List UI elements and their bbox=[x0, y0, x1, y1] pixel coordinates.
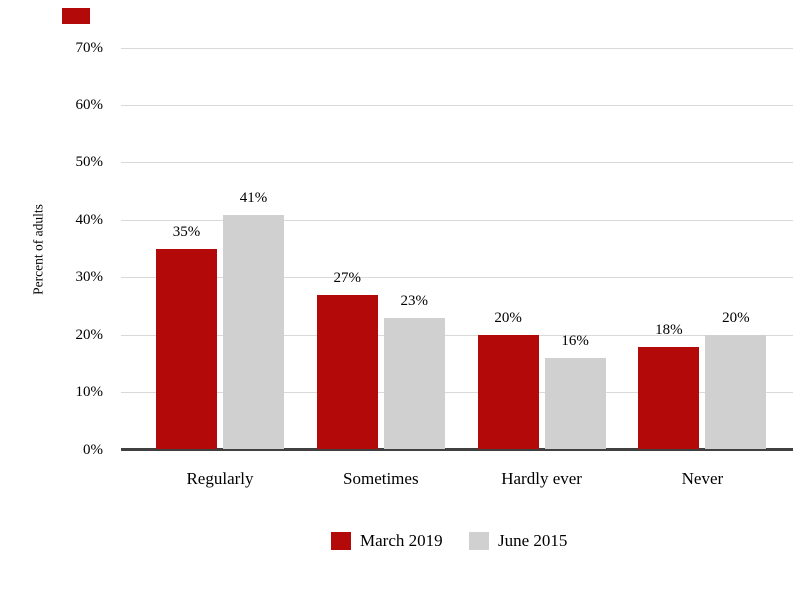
bar-march-2019 bbox=[316, 294, 378, 449]
gridline bbox=[121, 104, 793, 106]
legend-label: March 2019 bbox=[360, 531, 443, 550]
value-label: 18% bbox=[655, 321, 683, 338]
legend-label: June 2015 bbox=[498, 531, 568, 550]
bar-march-2019 bbox=[156, 249, 217, 449]
gridline bbox=[121, 219, 793, 221]
legend-item-march-2019: March 2019 bbox=[331, 532, 443, 550]
bar-june-2015 bbox=[383, 317, 445, 449]
value-label: 20% bbox=[722, 310, 750, 327]
brand-mark bbox=[62, 8, 90, 24]
y-tick-label: 20% bbox=[75, 326, 104, 343]
gridline bbox=[121, 277, 793, 279]
bar-june-2015 bbox=[223, 214, 284, 449]
gridline bbox=[121, 392, 793, 394]
y-tick-label: 50% bbox=[75, 154, 104, 171]
bar-june-2015 bbox=[544, 358, 606, 449]
x-tick-label: Sometimes bbox=[343, 469, 419, 488]
gridline bbox=[121, 162, 793, 164]
value-label: 27% bbox=[333, 269, 362, 286]
gridline bbox=[121, 47, 793, 49]
value-label: 16% bbox=[561, 333, 589, 350]
value-label: 35% bbox=[172, 224, 201, 240]
value-label: 20% bbox=[494, 310, 522, 327]
value-label: 41% bbox=[239, 189, 268, 206]
y-tick-label: 30% bbox=[75, 269, 104, 286]
value-label: 23% bbox=[400, 292, 429, 309]
gridline bbox=[121, 334, 793, 336]
y-tick-label: 10% bbox=[75, 384, 104, 401]
y-tick-label: 40% bbox=[75, 211, 104, 228]
bar-march-2019 bbox=[638, 346, 700, 449]
bar-march-2019 bbox=[477, 335, 539, 449]
x-axis-line bbox=[121, 448, 793, 451]
y-tick-label: 60% bbox=[75, 96, 104, 113]
y-tick-label: 70% bbox=[75, 39, 104, 56]
y-axis-title: Percent of adults bbox=[30, 204, 46, 295]
legend-swatch bbox=[469, 532, 489, 550]
x-tick-label: Hardly ever bbox=[501, 469, 582, 488]
legend-item-june-2015: June 2015 bbox=[469, 532, 567, 550]
x-tick-label: Regularly bbox=[186, 469, 254, 488]
bar-june-2015 bbox=[705, 335, 767, 449]
legend-swatch bbox=[331, 532, 351, 550]
y-tick-label: 0% bbox=[83, 441, 103, 458]
x-tick-label: Never bbox=[681, 469, 724, 488]
